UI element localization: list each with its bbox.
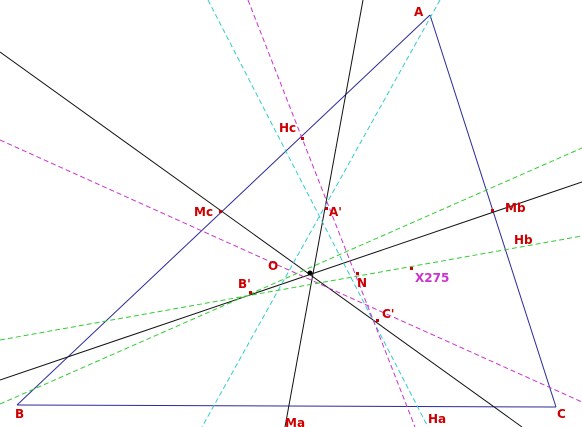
line <box>0 235 582 341</box>
point-label: Mc <box>194 205 213 219</box>
point-label: A <box>414 5 424 19</box>
points <box>219 137 494 322</box>
point <box>410 267 413 270</box>
line <box>0 147 582 405</box>
center-point <box>307 270 313 276</box>
point-label: N <box>357 276 367 290</box>
cyan-lines <box>201 0 441 427</box>
point <box>325 207 328 210</box>
line <box>0 181 582 381</box>
line <box>201 0 441 427</box>
point-label: O <box>268 259 278 273</box>
point <box>249 291 252 294</box>
side-bc <box>16 404 557 408</box>
point <box>219 210 222 213</box>
point-label: A' <box>329 205 342 219</box>
point <box>301 137 304 140</box>
labels: A B C Hc Mc A' O B' N C' Mb Hb X275 Ma H… <box>15 5 566 427</box>
point-label: B' <box>238 277 251 291</box>
point-label: X275 <box>415 271 449 285</box>
triangle <box>16 14 557 408</box>
point-label: Ma <box>285 416 305 427</box>
point <box>376 319 379 322</box>
line <box>207 0 429 427</box>
point <box>356 272 359 275</box>
point-label: C <box>557 407 566 421</box>
point-label: Hc <box>279 121 296 135</box>
point-label: Mb <box>505 201 526 215</box>
point-label: B <box>15 407 24 421</box>
line <box>247 0 416 427</box>
line <box>0 139 582 403</box>
point-label: Ha <box>428 412 446 426</box>
side-ab <box>16 14 431 406</box>
point-label: C' <box>382 307 394 321</box>
point <box>491 209 494 212</box>
line <box>284 0 364 427</box>
line <box>0 51 523 427</box>
green-lines <box>0 147 582 405</box>
point-label: Hb <box>514 233 533 247</box>
